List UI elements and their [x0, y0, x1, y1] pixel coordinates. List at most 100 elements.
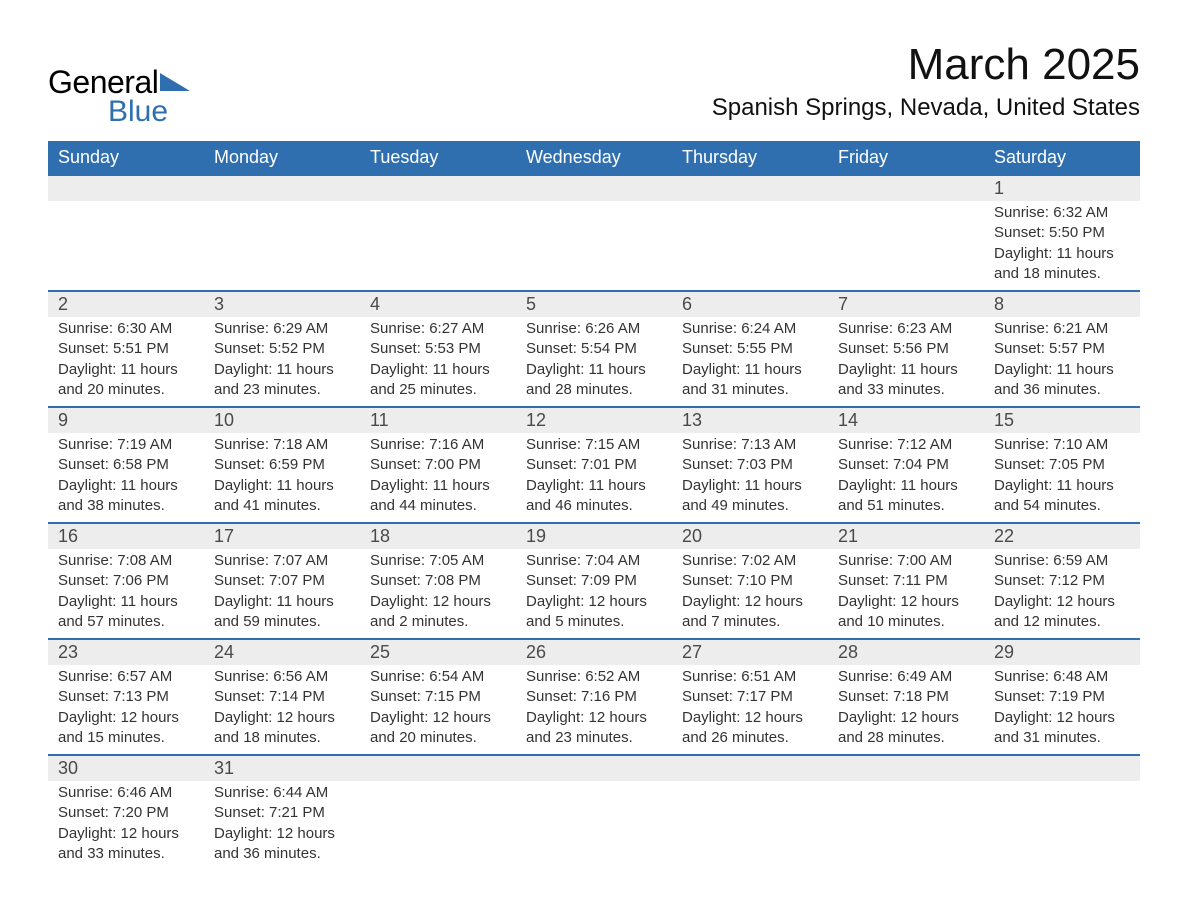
daynum-row: 23242526272829	[48, 639, 1140, 665]
day-number-cell	[516, 755, 672, 781]
sunrise-text: Sunrise: 7:16 AM	[370, 435, 506, 455]
sunrise-text: Sunrise: 7:00 AM	[838, 551, 974, 571]
day-detail-cell: Sunrise: 6:29 AMSunset: 5:52 PMDaylight:…	[204, 317, 360, 407]
brand-triangle-icon	[160, 69, 190, 96]
daylight-text-1: Daylight: 11 hours	[526, 360, 662, 380]
daylight-text-1: Daylight: 12 hours	[370, 592, 506, 612]
daylight-text-2: and 23 minutes.	[214, 380, 350, 400]
day-number-cell: 13	[672, 407, 828, 433]
header: General Blue March 2025 Spanish Springs,…	[48, 40, 1140, 129]
day-detail-cell: Sunrise: 7:12 AMSunset: 7:04 PMDaylight:…	[828, 433, 984, 523]
day-detail-cell	[516, 201, 672, 291]
daylight-text-1: Daylight: 11 hours	[214, 592, 350, 612]
day-number-cell: 10	[204, 407, 360, 433]
day-detail-cell	[360, 201, 516, 291]
sunset-text: Sunset: 5:52 PM	[214, 339, 350, 359]
sunrise-text: Sunrise: 7:04 AM	[526, 551, 662, 571]
sunset-text: Sunset: 5:51 PM	[58, 339, 194, 359]
sunrise-text: Sunrise: 6:24 AM	[682, 319, 818, 339]
daylight-text-2: and 12 minutes.	[994, 612, 1130, 632]
daylight-text-2: and 41 minutes.	[214, 496, 350, 516]
sunset-text: Sunset: 7:13 PM	[58, 687, 194, 707]
day-detail-cell: Sunrise: 6:48 AMSunset: 7:19 PMDaylight:…	[984, 665, 1140, 755]
daylight-text-2: and 36 minutes.	[214, 844, 350, 864]
daynum-row: 3031	[48, 755, 1140, 781]
brand-text-blue: Blue	[108, 95, 168, 129]
day-detail-cell: Sunrise: 7:02 AMSunset: 7:10 PMDaylight:…	[672, 549, 828, 639]
detail-row: Sunrise: 6:46 AMSunset: 7:20 PMDaylight:…	[48, 781, 1140, 870]
daylight-text-1: Daylight: 12 hours	[838, 592, 974, 612]
day-number-cell: 9	[48, 407, 204, 433]
detail-row: Sunrise: 7:19 AMSunset: 6:58 PMDaylight:…	[48, 433, 1140, 523]
detail-row: Sunrise: 7:08 AMSunset: 7:06 PMDaylight:…	[48, 549, 1140, 639]
detail-row: Sunrise: 6:57 AMSunset: 7:13 PMDaylight:…	[48, 665, 1140, 755]
day-number-cell	[204, 175, 360, 201]
sunset-text: Sunset: 7:12 PM	[994, 571, 1130, 591]
daylight-text-2: and 28 minutes.	[838, 728, 974, 748]
day-number-cell: 8	[984, 291, 1140, 317]
day-number-cell	[672, 755, 828, 781]
daylight-text-2: and 38 minutes.	[58, 496, 194, 516]
daylight-text-1: Daylight: 11 hours	[838, 476, 974, 496]
day-detail-cell	[516, 781, 672, 870]
sunrise-text: Sunrise: 7:07 AM	[214, 551, 350, 571]
day-detail-cell: Sunrise: 7:05 AMSunset: 7:08 PMDaylight:…	[360, 549, 516, 639]
day-number-cell: 16	[48, 523, 204, 549]
sunset-text: Sunset: 6:58 PM	[58, 455, 194, 475]
day-detail-cell: Sunrise: 7:04 AMSunset: 7:09 PMDaylight:…	[516, 549, 672, 639]
sunrise-text: Sunrise: 6:56 AM	[214, 667, 350, 687]
day-number-cell: 14	[828, 407, 984, 433]
day-detail-cell: Sunrise: 6:21 AMSunset: 5:57 PMDaylight:…	[984, 317, 1140, 407]
sunset-text: Sunset: 6:59 PM	[214, 455, 350, 475]
day-number-cell	[828, 755, 984, 781]
day-detail-cell: Sunrise: 6:56 AMSunset: 7:14 PMDaylight:…	[204, 665, 360, 755]
col-friday: Friday	[828, 141, 984, 175]
day-detail-cell	[360, 781, 516, 870]
daylight-text-2: and 28 minutes.	[526, 380, 662, 400]
daylight-text-1: Daylight: 12 hours	[994, 592, 1130, 612]
day-detail-cell: Sunrise: 7:18 AMSunset: 6:59 PMDaylight:…	[204, 433, 360, 523]
sunset-text: Sunset: 5:56 PM	[838, 339, 974, 359]
sunrise-text: Sunrise: 6:27 AM	[370, 319, 506, 339]
sunrise-text: Sunrise: 7:19 AM	[58, 435, 194, 455]
daylight-text-1: Daylight: 11 hours	[682, 476, 818, 496]
col-monday: Monday	[204, 141, 360, 175]
sunset-text: Sunset: 7:18 PM	[838, 687, 974, 707]
daylight-text-1: Daylight: 11 hours	[370, 360, 506, 380]
sunset-text: Sunset: 5:53 PM	[370, 339, 506, 359]
daylight-text-2: and 25 minutes.	[370, 380, 506, 400]
sunset-text: Sunset: 7:04 PM	[838, 455, 974, 475]
day-number-cell: 4	[360, 291, 516, 317]
daylight-text-2: and 33 minutes.	[58, 844, 194, 864]
day-detail-cell: Sunrise: 6:59 AMSunset: 7:12 PMDaylight:…	[984, 549, 1140, 639]
daylight-text-1: Daylight: 12 hours	[526, 592, 662, 612]
day-detail-cell: Sunrise: 7:10 AMSunset: 7:05 PMDaylight:…	[984, 433, 1140, 523]
day-number-cell: 25	[360, 639, 516, 665]
daylight-text-1: Daylight: 11 hours	[370, 476, 506, 496]
sunset-text: Sunset: 5:54 PM	[526, 339, 662, 359]
day-detail-cell	[828, 781, 984, 870]
day-number-cell: 22	[984, 523, 1140, 549]
day-detail-cell	[204, 201, 360, 291]
day-number-cell: 11	[360, 407, 516, 433]
daylight-text-2: and 46 minutes.	[526, 496, 662, 516]
daylight-text-1: Daylight: 11 hours	[58, 360, 194, 380]
daylight-text-2: and 59 minutes.	[214, 612, 350, 632]
day-detail-cell: Sunrise: 7:16 AMSunset: 7:00 PMDaylight:…	[360, 433, 516, 523]
day-detail-cell	[828, 201, 984, 291]
sunset-text: Sunset: 7:21 PM	[214, 803, 350, 823]
daylight-text-1: Daylight: 12 hours	[370, 708, 506, 728]
daylight-text-1: Daylight: 11 hours	[58, 476, 194, 496]
daylight-text-2: and 36 minutes.	[994, 380, 1130, 400]
daylight-text-2: and 54 minutes.	[994, 496, 1130, 516]
day-detail-cell: Sunrise: 6:30 AMSunset: 5:51 PMDaylight:…	[48, 317, 204, 407]
sunset-text: Sunset: 7:19 PM	[994, 687, 1130, 707]
day-number-cell	[984, 755, 1140, 781]
daylight-text-2: and 10 minutes.	[838, 612, 974, 632]
day-number-cell: 3	[204, 291, 360, 317]
daylight-text-2: and 15 minutes.	[58, 728, 194, 748]
day-number-cell	[360, 755, 516, 781]
daylight-text-2: and 31 minutes.	[682, 380, 818, 400]
sunrise-text: Sunrise: 7:10 AM	[994, 435, 1130, 455]
day-number-cell	[360, 175, 516, 201]
